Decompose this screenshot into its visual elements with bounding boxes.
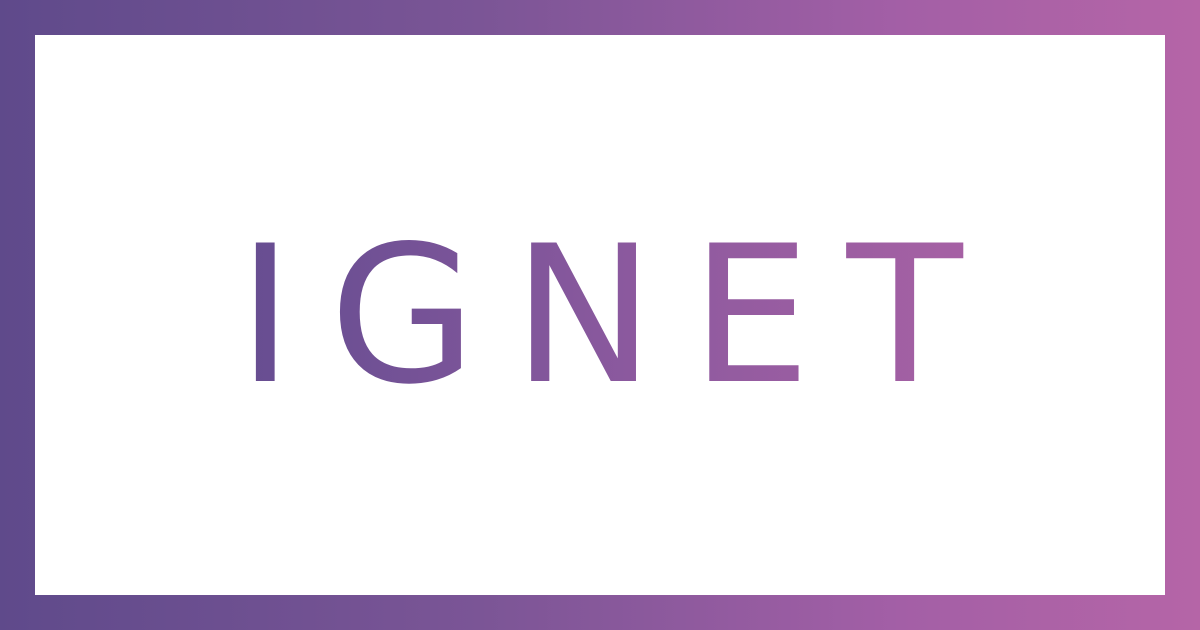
white-panel: IGNET bbox=[35, 35, 1165, 595]
brand-wordmark: IGNET bbox=[35, 221, 1165, 411]
